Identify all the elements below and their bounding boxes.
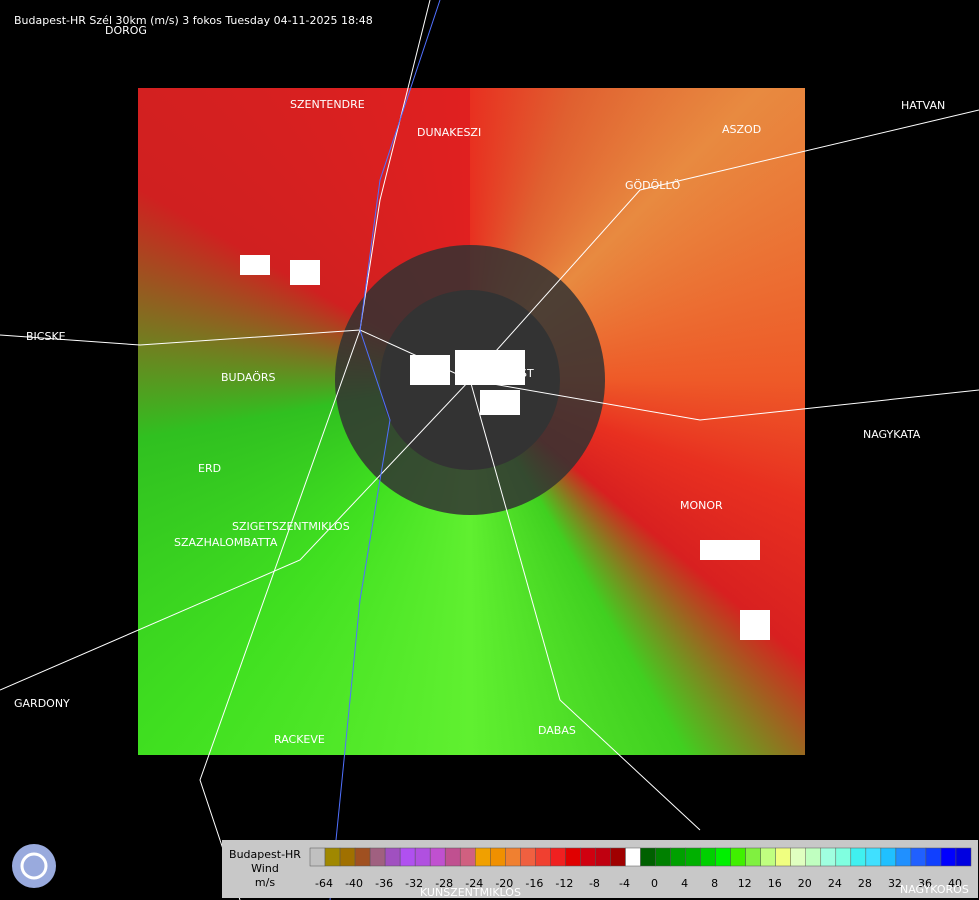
legend-tick-label: 36	[918, 877, 932, 890]
place-label: KUNSZENTMIKLOS	[420, 886, 521, 899]
place-label: SZAZHALOMBATTA	[174, 536, 278, 549]
legend-swatch	[475, 847, 491, 867]
legend-tick-label: -20	[495, 877, 513, 890]
river	[329, 0, 441, 900]
legend-swatch	[910, 847, 927, 867]
place-label: DOROG	[105, 24, 147, 37]
legend-tick-label: -4	[619, 877, 630, 890]
legend-swatch	[595, 847, 611, 867]
place-label: RACKEVE	[274, 733, 325, 746]
legend-swatch	[790, 847, 807, 867]
logo-mark	[20, 852, 48, 880]
legend-title: Budapest-HR	[229, 848, 301, 861]
legend-title: Wind	[251, 862, 279, 875]
place-label: DABAS	[538, 724, 576, 737]
legend-tick-label: -24	[465, 877, 483, 890]
legend-title: m/s	[255, 876, 275, 889]
legend-tick-label: 4	[681, 877, 688, 890]
legend-swatch	[444, 847, 461, 867]
legend-swatch	[850, 847, 867, 867]
legend-swatch	[835, 847, 852, 867]
legend-tick-label: 28	[858, 877, 872, 890]
legend-swatch	[429, 847, 446, 867]
legend-swatch	[865, 847, 882, 867]
legend-swatch	[520, 847, 536, 867]
legend-swatch	[760, 847, 776, 867]
legend-tick-label: 40	[948, 877, 962, 890]
place-label: DUNAKESZI	[417, 126, 481, 139]
legend-tick-label: 20	[798, 877, 812, 890]
place-label: GÖDÖLLŐ	[625, 178, 681, 192]
legend-tick-label: -32	[405, 877, 423, 890]
place-label: ASZOD	[722, 123, 761, 136]
legend-swatch	[700, 847, 716, 867]
legend-swatch	[730, 847, 746, 867]
legend-swatch	[384, 847, 401, 867]
legend-tick-label: 16	[768, 877, 782, 890]
legend-tick-label: 0	[651, 877, 658, 890]
place-label: BUDAPEST	[475, 367, 534, 380]
legend-swatch	[775, 847, 791, 867]
legend-swatch	[324, 847, 341, 867]
legend-swatch	[745, 847, 761, 867]
legend-tick-label: 12	[738, 877, 752, 890]
place-label: MONOR	[680, 499, 723, 512]
places: DOROG SZENTENDRE DUNAKESZI HATVAN ASZOD GÖDÖL…	[14, 24, 969, 899]
logo	[12, 844, 56, 888]
legend-swatch	[565, 847, 581, 867]
legend-tick-label: -16	[525, 877, 543, 890]
place-label: BICSKE	[26, 330, 66, 343]
radar-echo	[138, 88, 805, 755]
legend-swatch	[940, 847, 957, 867]
place-label: SZIGETSZENTMIKLOS	[232, 520, 350, 533]
legend-swatch	[715, 847, 731, 867]
legend-tick-label: 8	[711, 877, 718, 890]
legend-swatch	[399, 847, 416, 867]
legend-tick-label: -8	[589, 877, 600, 890]
legend-swatch	[625, 847, 641, 867]
legend-swatch	[805, 847, 822, 867]
legend-tick-label: -64	[315, 877, 333, 890]
place-label: NAGYKATA	[863, 428, 921, 441]
legend-swatch	[925, 847, 942, 867]
legend-swatch	[354, 847, 371, 867]
legend-tick-label: -28	[435, 877, 453, 890]
place-label: ERD	[198, 462, 221, 475]
legend-swatch	[369, 847, 386, 867]
legend-swatch	[550, 847, 566, 867]
legend-swatch	[640, 847, 656, 867]
legend-swatch	[490, 847, 506, 867]
legend-tick-label: 24	[828, 877, 842, 890]
legend-swatch	[685, 847, 701, 867]
place-label: BUDAÖRS	[221, 371, 276, 384]
place-label: HATVAN	[901, 99, 945, 112]
legend-swatch	[580, 847, 596, 867]
legend-swatch	[880, 847, 897, 867]
legend-swatch	[414, 847, 431, 867]
legend-swatch	[309, 847, 326, 867]
legend-swatch	[535, 847, 551, 867]
legend-tick-label: -36	[375, 877, 393, 890]
header-title: Budapest-HR Szél 30km (m/s) 3 fokos Tues…	[14, 14, 373, 27]
place-label: NAGYKOROS	[900, 883, 969, 896]
legend-swatch	[820, 847, 837, 867]
legend-swatch	[610, 847, 626, 867]
legend-swatch	[459, 847, 476, 867]
legend-tick-label: -40	[345, 877, 363, 890]
legend-swatch	[505, 847, 521, 867]
legend-swatch	[670, 847, 686, 867]
legend-tick-label: 32	[888, 877, 902, 890]
legend-tick-label: -12	[555, 877, 573, 890]
legend-swatch	[339, 847, 356, 867]
legend-swatch	[895, 847, 912, 867]
place-label: GARDONY	[14, 697, 70, 710]
place-label: SZENTENDRE	[290, 98, 365, 111]
legend-swatch	[955, 847, 972, 867]
legend-swatch	[655, 847, 671, 867]
